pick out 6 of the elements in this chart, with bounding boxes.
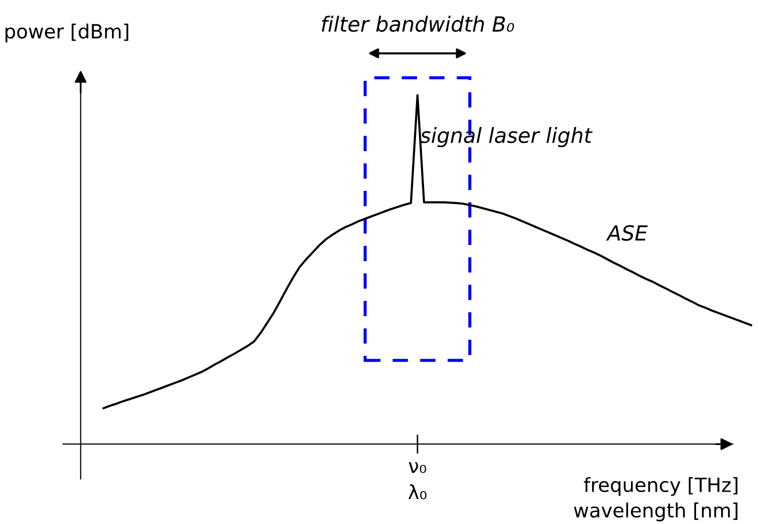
text: ν₀ λ₀ [408, 462, 426, 500]
text: filter bandwidth B₀ [322, 16, 514, 32]
annotation: signal laser light [420, 127, 593, 148]
y-axis-title: power [dBm] [6, 24, 128, 42]
x-axis-title: frequency [THz] wavelength [nm] [574, 477, 738, 522]
annotation: ASE [606, 225, 648, 241]
